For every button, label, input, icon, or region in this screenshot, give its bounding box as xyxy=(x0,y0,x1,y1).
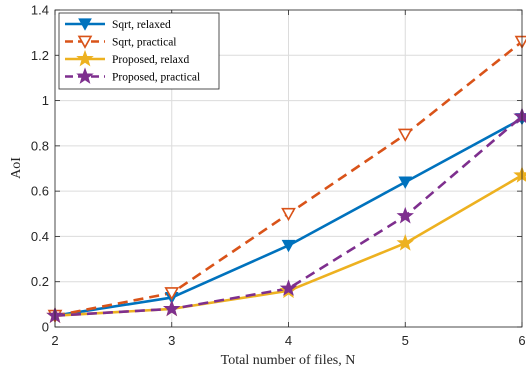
y-tick-label: 0.8 xyxy=(31,138,49,153)
y-tick-label: 1 xyxy=(42,93,49,108)
x-tick-label: 3 xyxy=(168,333,175,348)
y-tick-label: 1.4 xyxy=(31,3,49,18)
series-line-4 xyxy=(54,115,523,317)
legend-label-3: Proposed, relaxd xyxy=(112,54,190,66)
tick-labels: 2 3 4 5 6 0 0.2 0.4 0.6 0.8 1 1.2 1.4 xyxy=(31,3,526,349)
series-2-point xyxy=(164,287,180,301)
y-tick-label: 1.2 xyxy=(31,48,49,63)
series-2-point xyxy=(397,128,413,142)
series-1-point xyxy=(281,239,296,253)
x-tick-label: 6 xyxy=(518,333,525,348)
x-tick-label: 4 xyxy=(285,333,292,348)
legend-marker-3 xyxy=(76,49,94,67)
y-tick-label: 0.6 xyxy=(31,184,49,199)
y-tick-label: 0 xyxy=(42,320,49,335)
series-4-point xyxy=(163,299,181,317)
series-2-point xyxy=(281,207,296,222)
legend: Sqrt, relaxed Sqrt, practical Proposed, re… xyxy=(58,12,220,90)
legend-marker-1 xyxy=(78,18,92,31)
series-1-point xyxy=(398,176,413,189)
series-3-point xyxy=(396,234,414,251)
y-axis-title: AoI xyxy=(9,157,24,179)
y-tick-label: 0.4 xyxy=(31,229,49,244)
x-tick-label: 2 xyxy=(51,333,58,348)
series-4-point xyxy=(279,279,298,296)
legend-label-1: Sqrt, relaxed xyxy=(112,19,171,31)
y-tick-label: 0.2 xyxy=(31,274,49,289)
legend-marker-4 xyxy=(76,67,94,84)
x-axis-title: Total number of files, N xyxy=(221,353,356,368)
legend-marker-2 xyxy=(77,35,93,49)
x-tick-label: 5 xyxy=(402,333,409,348)
series-4-point xyxy=(396,206,414,224)
series-markers xyxy=(46,35,526,324)
legend-label-2: Sqrt, practical xyxy=(112,37,177,49)
legend-label-4: Proposed, practical xyxy=(112,72,200,84)
